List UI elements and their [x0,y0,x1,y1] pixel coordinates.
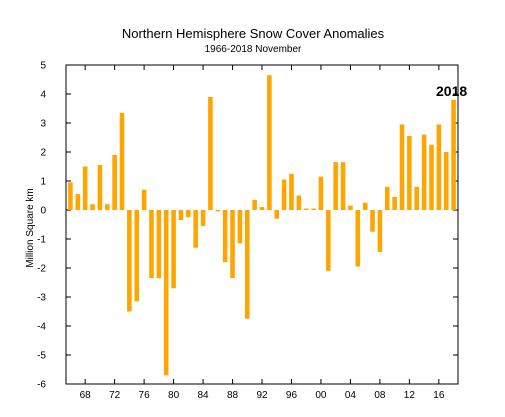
bar [267,75,272,211]
y-axis-label: Million Square km [25,188,36,267]
plot-frame [65,64,459,385]
bar [362,202,368,210]
y-tick-label: 4 [40,90,46,101]
bar [178,210,184,221]
bar [333,162,338,210]
bar [407,136,412,210]
x-tick-label: 04 [345,390,357,401]
y-tick-label: 5 [40,61,46,72]
bar [259,207,265,210]
bar [134,210,140,302]
x-tick-label: 96 [286,390,298,401]
x-tick-label: 08 [374,390,386,401]
bar [281,179,287,210]
y-tick-label: 3 [40,119,46,130]
y-tick-label: -5 [37,351,46,362]
bar [414,186,420,210]
bar [112,154,117,210]
bar [311,208,316,210]
bar [104,204,110,210]
bar [355,210,361,267]
bar [326,210,331,271]
bar [399,124,405,210]
bar [377,210,383,253]
chart-subtitle: 1966-2018 November [205,44,302,55]
y-tick-label: 2 [40,148,46,159]
bar [163,210,169,376]
bar-series [68,75,456,376]
x-tick-label: 80 [168,390,180,401]
x-tick-label: 84 [197,390,209,401]
bar [384,186,390,210]
bar [244,210,250,319]
bar [75,194,81,210]
y-tick-label: -3 [37,293,46,304]
year-annotation: 2018 [436,83,467,99]
bar [392,196,397,210]
bar [97,165,103,210]
tick-labels: 5 4 3 2 1 0 -1 -2 -3 -4 -5 -6 68 72 76 80 84 88 92 96 00 04 08… [37,61,445,402]
x-tick-label: 16 [433,390,445,401]
bar [215,210,221,212]
bar [340,162,346,210]
bar [193,210,198,248]
bar [348,205,353,210]
axis-ticks [66,64,458,385]
y-tick-label: 1 [40,177,46,188]
bar [141,189,147,210]
bar [82,166,88,210]
bar [230,210,235,279]
x-tick-label: 92 [256,390,268,401]
bar [200,210,206,226]
bar [68,182,73,210]
bar [421,134,427,210]
bar [429,144,434,210]
y-tick-label: 0 [40,206,46,217]
bar [127,210,132,312]
bar [370,210,375,232]
y-tick-label: -4 [37,322,46,333]
chart-title: Northern Hemisphere Snow Cover Anomalies [122,26,385,41]
bar [451,99,456,210]
x-tick-label: 12 [404,390,416,401]
bar [119,112,125,210]
bar [443,152,449,210]
bar [303,208,309,210]
x-tick-label: 72 [109,390,121,401]
bar [186,210,191,218]
bar [208,96,213,210]
bar [90,204,95,210]
bar [274,210,280,219]
bar [289,173,294,210]
x-tick-label: 00 [315,390,327,401]
bar [171,210,176,289]
x-tick-label: 68 [80,390,92,401]
bar [222,210,228,263]
bar [237,210,243,244]
x-tick-label: 88 [227,390,239,401]
bar [318,176,324,210]
bar [296,195,302,210]
bar [156,210,162,279]
bar [436,124,442,210]
x-tick-label: 76 [139,390,151,401]
bar [149,210,154,279]
y-tick-label: -2 [37,264,46,275]
y-tick-label: -1 [37,235,46,246]
y-tick-label: -6 [37,380,46,391]
bar [252,199,257,210]
